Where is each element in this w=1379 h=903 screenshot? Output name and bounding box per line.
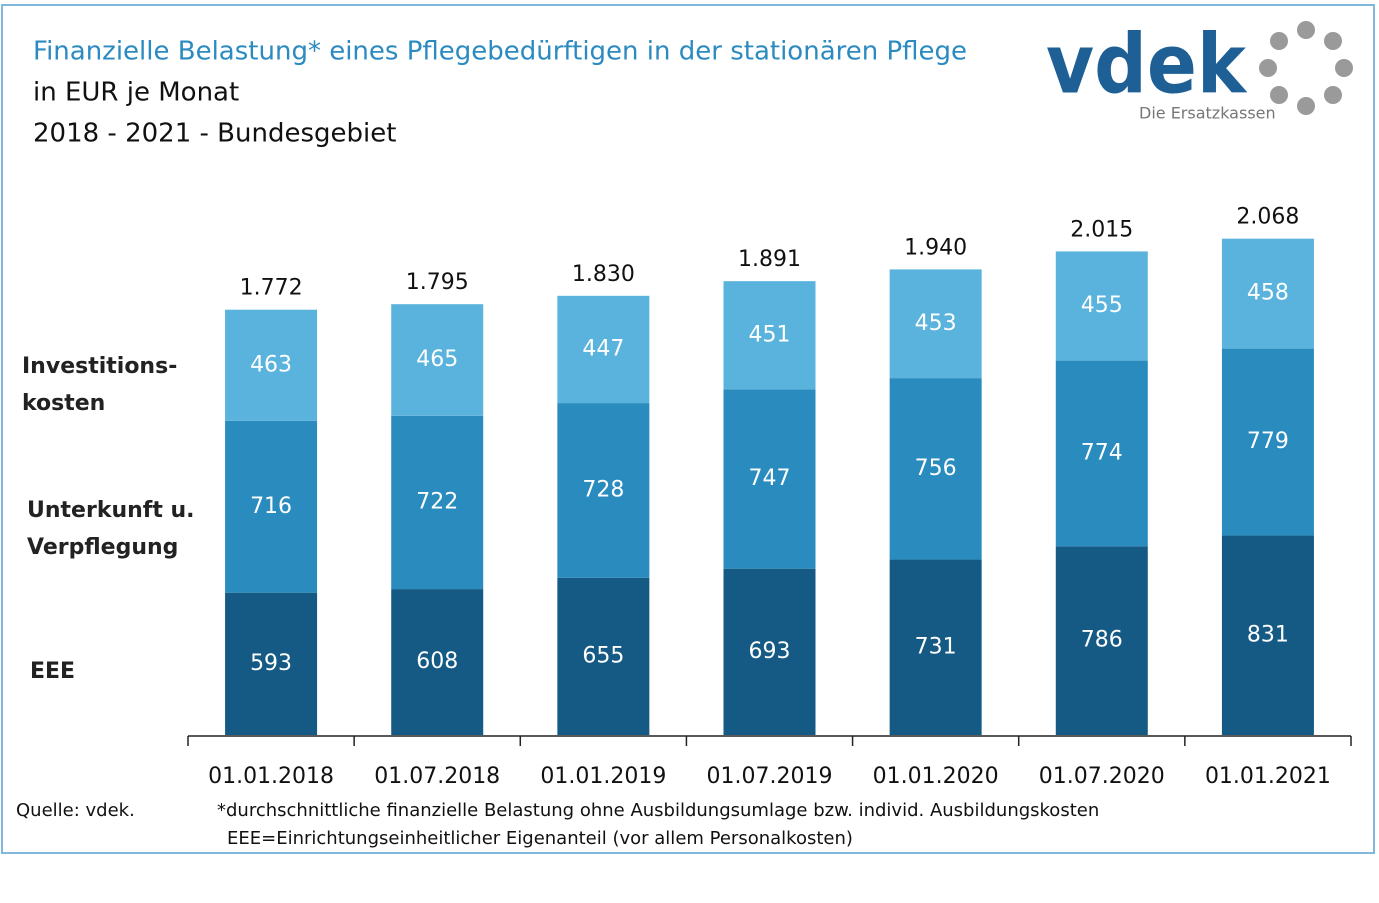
legend-label: Verpflegung xyxy=(27,535,178,560)
segment-label: 463 xyxy=(250,352,292,377)
x-tick-label: 01.07.2018 xyxy=(374,764,500,789)
x-tick-label: 01.07.2019 xyxy=(707,764,833,789)
segment-label: 747 xyxy=(749,466,791,491)
segment-label: 608 xyxy=(416,649,458,674)
segment-label: 831 xyxy=(1247,622,1289,647)
total-label: 2.068 xyxy=(1236,205,1299,230)
segment-label: 786 xyxy=(1081,628,1123,653)
segment-label: 774 xyxy=(1081,440,1123,465)
segment-label: 458 xyxy=(1247,281,1289,306)
segment-label: 779 xyxy=(1247,429,1289,454)
total-label: 1.940 xyxy=(904,235,967,260)
x-tick-label: 01.07.2020 xyxy=(1039,764,1165,789)
segment-label: 453 xyxy=(915,311,957,336)
bar-segment xyxy=(225,309,318,421)
segment-label: 716 xyxy=(250,494,292,519)
bar-segment xyxy=(723,389,816,569)
subtitle: in EUR je Monat xyxy=(33,78,239,108)
logo-dot xyxy=(1297,21,1315,39)
bar-segment xyxy=(1055,360,1148,547)
total-label: 1.795 xyxy=(406,270,469,295)
total-label: 1.830 xyxy=(572,262,635,287)
x-tick-label: 01.01.2018 xyxy=(208,764,334,789)
bar-segment xyxy=(557,403,650,578)
subtitle: 2018 - 2021 - Bundesgebiet xyxy=(33,119,396,149)
segment-label: 447 xyxy=(582,336,624,361)
logo-dot xyxy=(1324,86,1342,104)
logo-dot xyxy=(1270,32,1288,50)
segment-label: 451 xyxy=(749,322,791,347)
bar-segment xyxy=(557,295,650,404)
segment-label: 693 xyxy=(749,639,791,664)
segment-label: 756 xyxy=(915,456,957,481)
legend-label: EEE xyxy=(30,659,75,684)
x-tick-label: 01.01.2019 xyxy=(540,764,666,789)
logo-text: vdek xyxy=(1046,17,1248,112)
segment-label: 465 xyxy=(416,347,458,372)
legend-label: Unterkunft u. xyxy=(27,498,195,523)
bar-segment xyxy=(225,592,318,735)
total-label: 1.891 xyxy=(738,247,801,272)
x-tick-label: 01.01.2021 xyxy=(1205,764,1331,789)
segment-label: 655 xyxy=(582,643,624,668)
segment-label: 722 xyxy=(416,489,458,514)
logo-dot xyxy=(1259,59,1277,77)
bar-segment xyxy=(1221,238,1314,349)
chart-title: Finanzielle Belastung* eines Pflegebedür… xyxy=(33,37,967,67)
bar-segment xyxy=(391,415,484,590)
legend-label: kosten xyxy=(22,391,105,416)
bar-segment xyxy=(1055,546,1148,735)
segment-label: 593 xyxy=(250,651,292,676)
logo-dot xyxy=(1335,59,1353,77)
legend-label: Investitions- xyxy=(22,354,177,379)
segment-label: 731 xyxy=(915,634,957,659)
bar-segment xyxy=(889,269,982,379)
bar-segment xyxy=(391,304,484,416)
footnote: EEE=Einrichtungseinheitlicher Eigenantei… xyxy=(227,828,853,849)
bar-segment xyxy=(889,378,982,560)
footnote: *durchschnittliche finanzielle Belastung… xyxy=(217,800,1099,821)
bar-segment xyxy=(1055,251,1148,361)
segment-label: 728 xyxy=(582,477,624,502)
bar-segment xyxy=(225,420,318,593)
bar-segment xyxy=(1221,348,1314,536)
logo-tagline: Die Ersatzkassen xyxy=(1139,104,1276,123)
logo-dot xyxy=(1270,86,1288,104)
total-label: 2.015 xyxy=(1070,217,1133,242)
bar-segment xyxy=(723,568,816,735)
logo-dot xyxy=(1297,97,1315,115)
source: Quelle: vdek. xyxy=(16,800,135,821)
bar-segment xyxy=(1221,535,1314,735)
bar-segment xyxy=(889,559,982,735)
bar-segment xyxy=(557,577,650,735)
bar-segment xyxy=(723,281,816,390)
logo-ring xyxy=(1259,21,1353,115)
bar-segment xyxy=(391,589,484,735)
segment-label: 455 xyxy=(1081,293,1123,318)
logo-dot xyxy=(1324,32,1342,50)
total-label: 1.772 xyxy=(240,276,303,301)
x-tick-label: 01.01.2020 xyxy=(873,764,999,789)
